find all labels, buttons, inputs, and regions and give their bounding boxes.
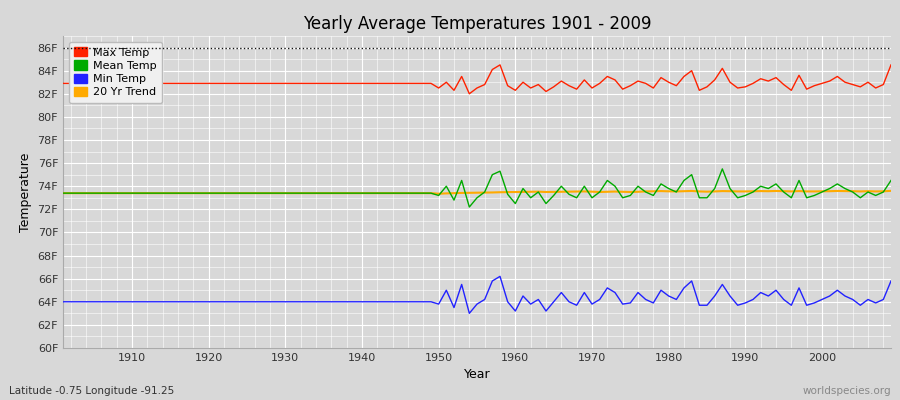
Text: Latitude -0.75 Longitude -91.25: Latitude -0.75 Longitude -91.25 xyxy=(9,386,175,396)
Text: worldspecies.org: worldspecies.org xyxy=(803,386,891,396)
Title: Yearly Average Temperatures 1901 - 2009: Yearly Average Temperatures 1901 - 2009 xyxy=(302,15,652,33)
Legend: Max Temp, Mean Temp, Min Temp, 20 Yr Trend: Max Temp, Mean Temp, Min Temp, 20 Yr Tre… xyxy=(68,42,162,103)
X-axis label: Year: Year xyxy=(464,368,490,382)
Y-axis label: Temperature: Temperature xyxy=(19,152,32,232)
